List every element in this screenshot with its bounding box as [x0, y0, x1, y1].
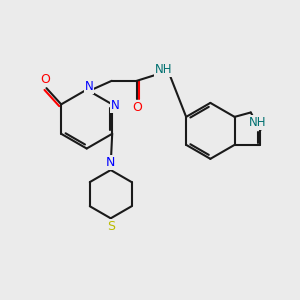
Text: N: N — [111, 99, 120, 112]
Text: N: N — [106, 156, 116, 169]
Text: S: S — [107, 220, 115, 233]
Text: NH: NH — [248, 116, 266, 129]
Text: N: N — [85, 80, 93, 93]
Text: O: O — [40, 74, 50, 86]
Text: O: O — [132, 101, 142, 114]
Text: NH: NH — [154, 63, 172, 76]
